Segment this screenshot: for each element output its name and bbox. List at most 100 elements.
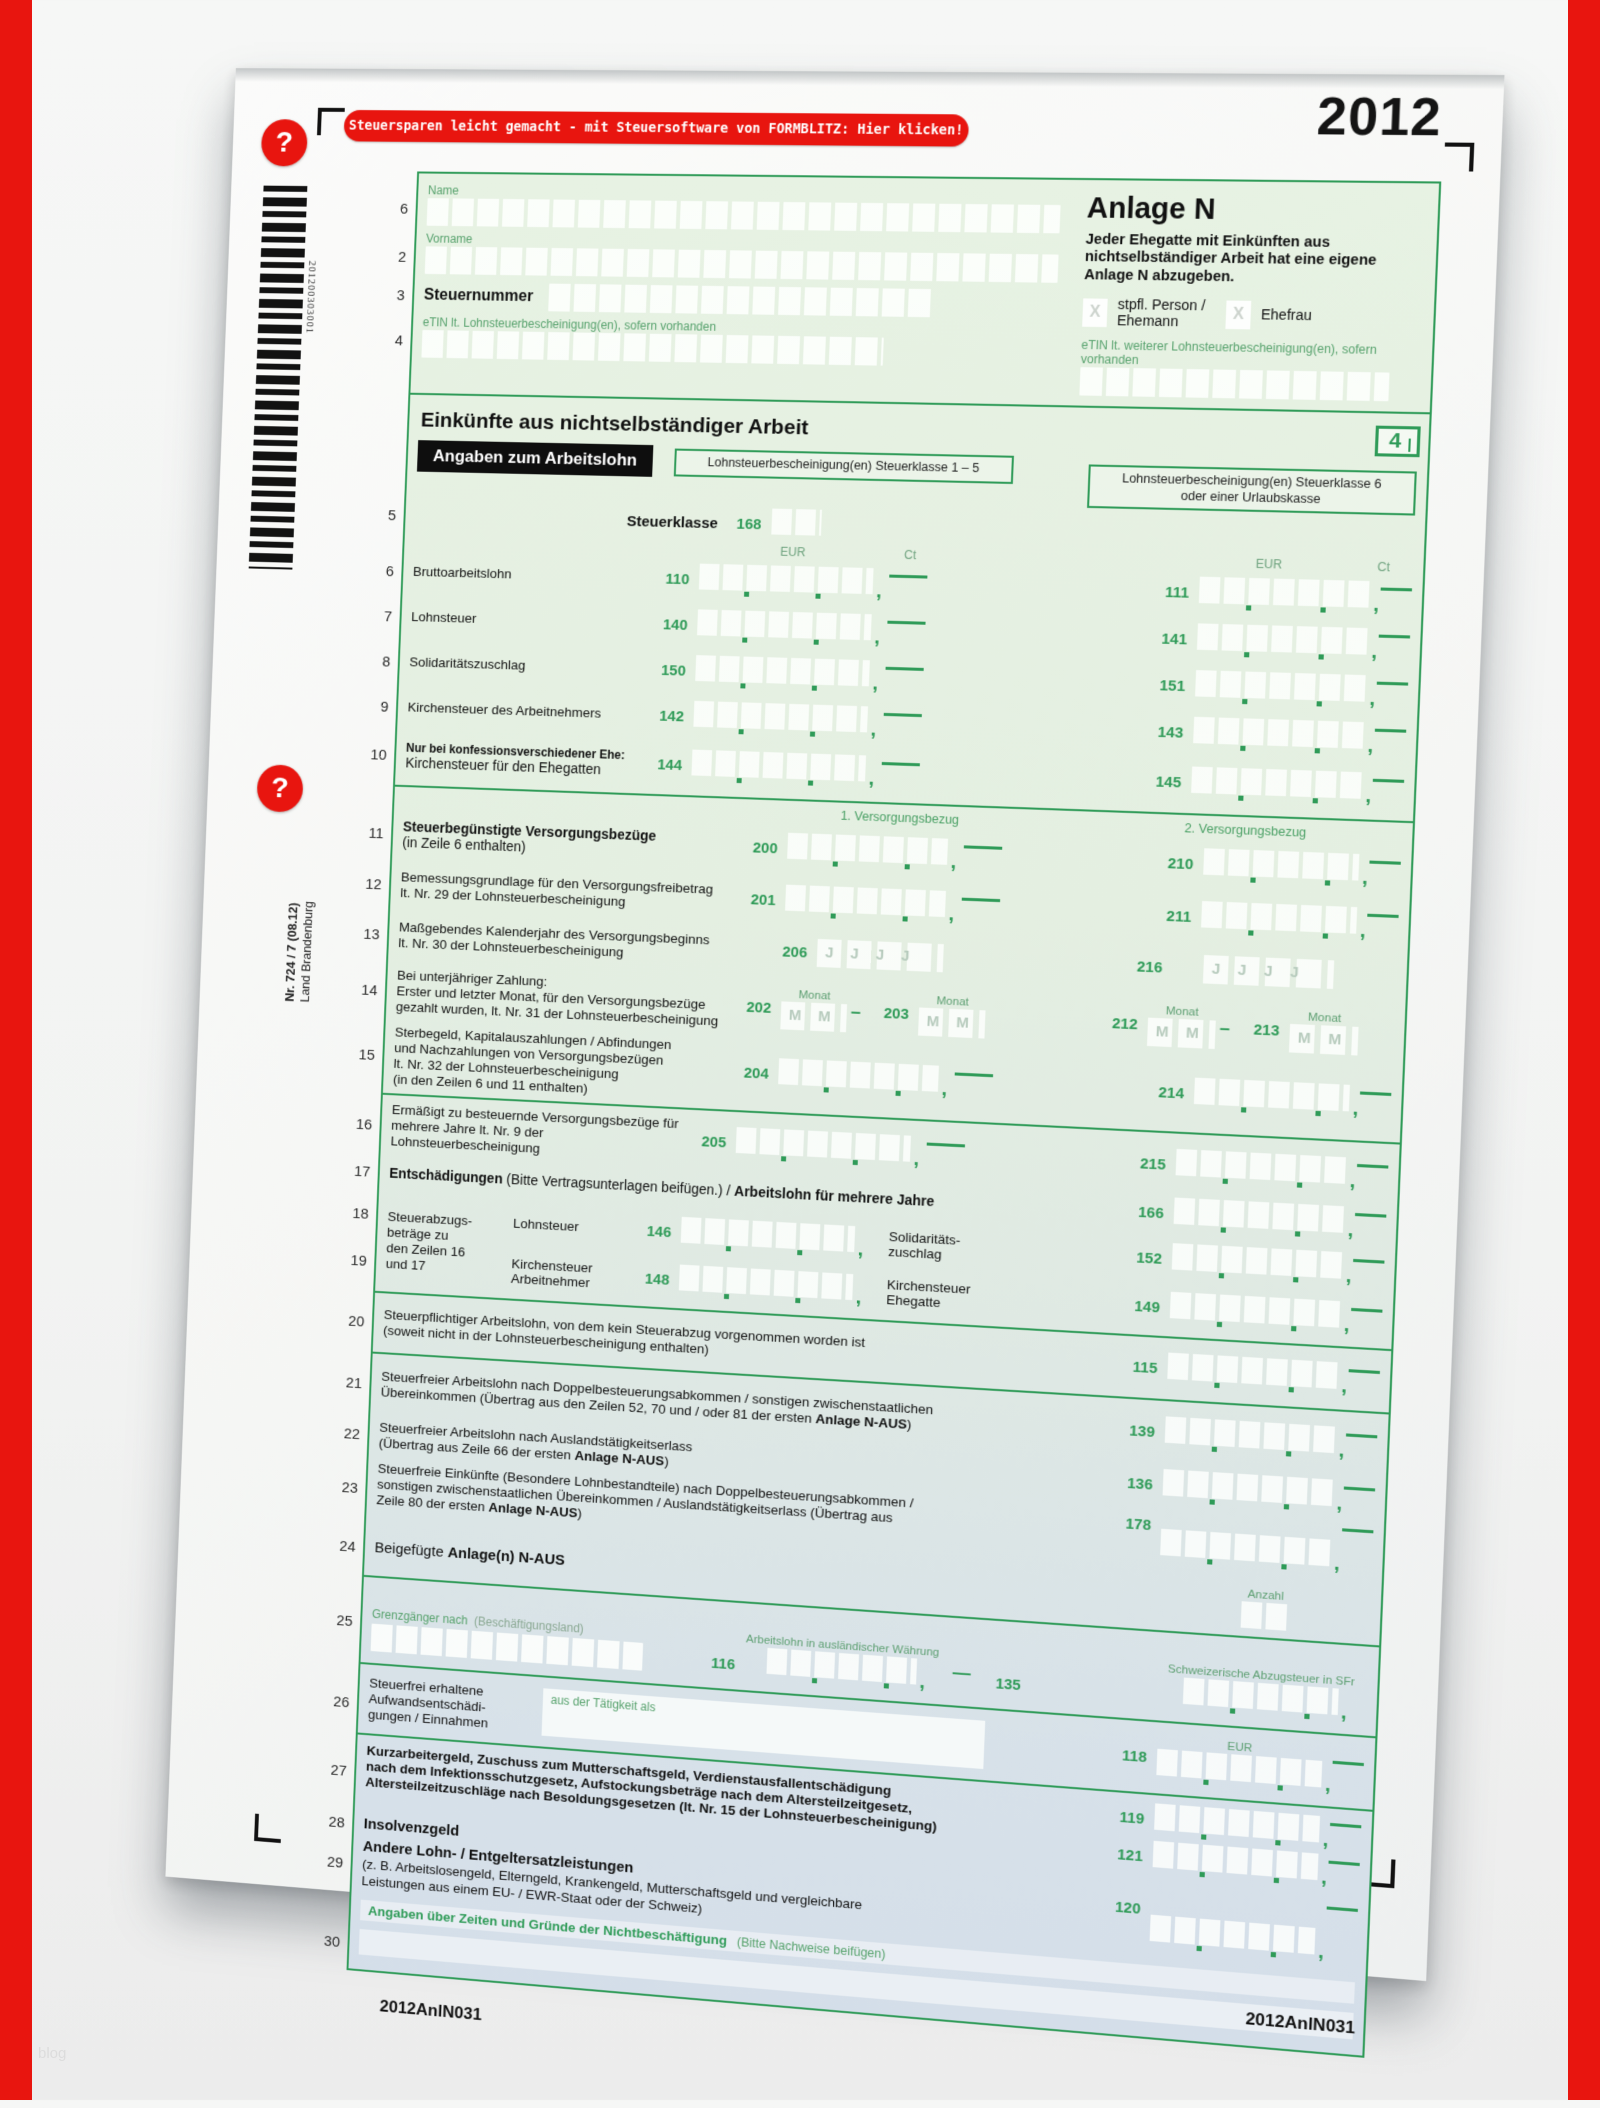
amount-field[interactable] [1173,1197,1345,1240]
row-label-bold: Anlage(n) N-AUS [447,1544,566,1570]
row-number: 18 [352,1205,369,1223]
row-number: 3 [396,286,405,304]
monat-label: Monat [798,988,831,1003]
month-field[interactable]: MM [1288,1023,1359,1056]
year-field[interactable]: JJJJ [816,939,944,973]
year-field[interactable]: JJJJ [1202,955,1335,990]
row-label-bold: Entschädigungen [389,1164,503,1187]
amount-field[interactable] [777,1058,939,1098]
amount-field[interactable] [1149,1914,1316,1961]
month-field[interactable]: MM [780,1001,848,1032]
field-code: 204 [743,1064,769,1083]
row-number: 5 [387,507,397,524]
amount-field[interactable] [1198,576,1371,615]
amount-field[interactable] [691,749,867,788]
row-label: Lohnsteuer [410,609,477,627]
amount-field[interactable] [1192,716,1365,756]
monat-label: Monat [1165,1004,1199,1019]
amount-field[interactable] [786,832,949,872]
checkbox-ehemann[interactable]: X [1082,297,1108,327]
tax-form-paper: Steuersparen leicht gemacht - mit Steuer… [165,68,1505,2059]
monat-field-group: Monat MM [918,994,986,1039]
row-number: 25 [336,1612,353,1631]
amount-field[interactable] [1200,901,1358,941]
amount-field[interactable] [1159,1528,1332,1573]
field-code: 213 [1253,1020,1280,1040]
field-code: 139 [1128,1421,1156,1441]
crop-mark-bottom-left [254,1813,282,1844]
crop-mark-top-left [316,107,345,136]
amount-field[interactable] [1175,1149,1347,1191]
help-icon[interactable]: ? [256,764,304,813]
amount-field[interactable] [1162,1469,1334,1513]
versorgungsbezuege-section: 1. Versorgungsbezug 2. Versorgungsbezug … [358,786,1413,1145]
amount-field[interactable] [1156,1748,1323,1794]
country-input[interactable] [370,1623,644,1671]
help-icon[interactable]: ? [260,119,309,167]
grenzgaenger-group: Grenzgänger nach (Beschäftigungsland) [370,1605,664,1672]
row-label-group: Steuerbegünstigte Versorgungsbezüge (in … [402,818,735,863]
amount-field[interactable] [735,1127,911,1168]
month-field[interactable]: MM [1146,1017,1216,1049]
field-code: 168 [736,515,762,533]
amount-field[interactable] [1193,1077,1350,1118]
amount-field[interactable] [1196,623,1369,662]
row-label: Insolvenzgeld [363,1815,460,1841]
field-code: 136 [1126,1474,1154,1494]
subsection-header: Angaben zum Arbeitslohn [416,440,654,477]
field-code: 149 [1133,1297,1161,1317]
etin-right-input[interactable] [1079,367,1390,402]
amount-field[interactable] [1167,1352,1339,1396]
amount-field[interactable] [1202,848,1360,887]
amount-field[interactable] [1190,766,1363,806]
amount-field[interactable] [694,655,870,693]
checkbox-ehefrau-label: Ehefrau [1260,305,1313,324]
cents-dash [1328,1860,1360,1866]
anzahl-input[interactable] [1240,1600,1290,1631]
amount-field[interactable] [698,563,874,601]
amount-field[interactable] [680,1217,856,1259]
amount-field[interactable] [1169,1291,1342,1335]
row-number: 7 [383,608,393,626]
steuerklasse-input[interactable] [770,508,822,542]
steuernummer-input[interactable] [548,283,935,318]
row-label-bold2: Arbeitslohn für mehrere Jahre [733,1182,935,1210]
cents-dash [1378,634,1411,639]
field-code: 144 [657,756,683,774]
cents-dash [954,1072,994,1077]
field-code: 145 [1155,773,1182,792]
eur-label: EUR [1227,1740,1253,1755]
range-dash: – [1219,1017,1231,1039]
formblitz-ad-banner[interactable]: Steuersparen leicht gemacht - mit Steuer… [343,109,970,147]
row-number: 6 [399,200,409,218]
ct-label: Ct [903,548,917,563]
amount-field[interactable] [1194,670,1367,709]
amount-field[interactable] [1171,1243,1344,1286]
name-input[interactable] [426,198,1061,234]
month-field[interactable]: MM [918,1007,986,1039]
amount-field[interactable] [1164,1416,1336,1460]
amount-field[interactable] [696,609,872,647]
field-code: 200 [752,839,778,858]
row-label: Kirchensteuer des Arbeitnehmers [407,699,602,721]
row-label: Maßgebendes Kalenderjahr des Versorgungs… [398,919,710,960]
cents-dash [1367,913,1399,918]
field-code: 215 [1139,1154,1167,1174]
checkbox-ehefrau[interactable]: X [1225,300,1252,329]
barcode [248,185,308,570]
form-note: Jeder Ehegatte mit Einkünften aus nichts… [1083,231,1377,286]
field-code: 178 [1125,1515,1152,1535]
cursor-mark [1408,439,1411,453]
row-number: 19 [350,1252,367,1270]
spacer [415,516,627,521]
row-number: 10 [370,746,387,764]
cents-dash [881,761,920,767]
row-number: 8 [381,653,391,671]
amount-field[interactable] [784,884,946,924]
amount-field[interactable] [678,1264,854,1307]
left-red-edge [0,0,32,2100]
field-code: 166 [1137,1203,1165,1223]
field-code: 110 [665,570,690,588]
amount-field[interactable] [693,701,869,739]
row-label: Bei unterjähriger Zahlung: Erster und le… [395,967,719,1029]
